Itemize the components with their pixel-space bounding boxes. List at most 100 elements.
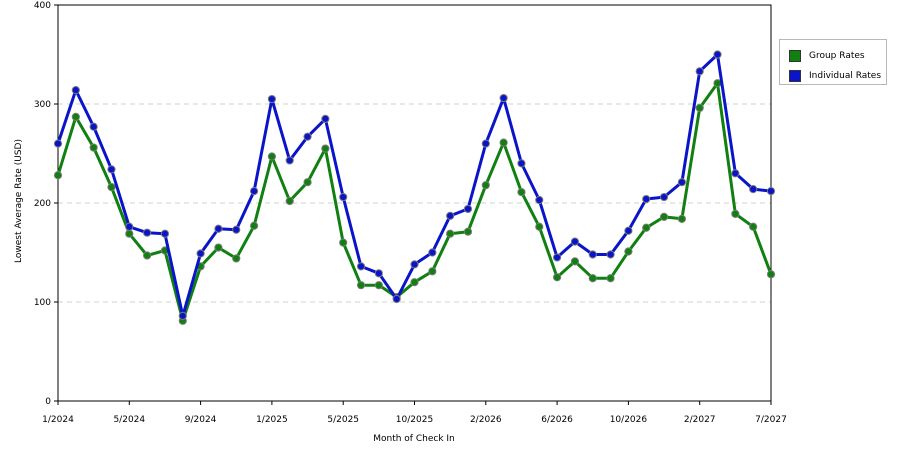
data-point[interactable] xyxy=(392,294,401,304)
data-point[interactable] xyxy=(107,183,116,192)
series-individual-rates xyxy=(53,50,776,320)
data-point[interactable] xyxy=(446,229,455,238)
x-tick-label: 1/2025 xyxy=(256,415,288,425)
data-point[interactable] xyxy=(535,195,544,205)
data-point[interactable] xyxy=(570,257,580,266)
data-point[interactable] xyxy=(463,227,473,236)
data-point[interactable] xyxy=(160,229,170,238)
data-point[interactable] xyxy=(125,229,134,238)
x-tick-label: 7/2027 xyxy=(755,415,787,425)
legend-item-group: Group Rates xyxy=(789,46,886,66)
data-point[interactable] xyxy=(499,93,508,103)
data-point[interactable] xyxy=(249,187,259,196)
data-point[interactable] xyxy=(517,188,526,197)
data-point[interactable] xyxy=(588,274,597,283)
data-point[interactable] xyxy=(731,209,740,218)
legend-label-group: Group Rates xyxy=(809,51,865,61)
data-point[interactable] xyxy=(766,187,776,196)
series-line xyxy=(56,53,772,318)
data-point[interactable] xyxy=(410,260,419,269)
data-point[interactable] xyxy=(303,132,312,141)
data-point[interactable] xyxy=(178,311,187,320)
data-point[interactable] xyxy=(713,50,722,59)
data-point[interactable] xyxy=(89,143,98,152)
y-tick-label: 0 xyxy=(45,397,51,407)
series-group-rates xyxy=(53,79,776,325)
data-point[interactable] xyxy=(553,253,562,262)
data-point[interactable] xyxy=(659,192,669,202)
x-tick-label: 2/2026 xyxy=(470,415,502,425)
data-point[interactable] xyxy=(339,238,348,247)
data-point[interactable] xyxy=(71,112,80,121)
data-point[interactable] xyxy=(428,267,437,276)
y-tick-label: 100 xyxy=(34,298,51,308)
data-point[interactable] xyxy=(731,169,740,178)
data-point[interactable] xyxy=(53,171,63,180)
data-point[interactable] xyxy=(428,248,437,257)
legend-label-individual: Individual Rates xyxy=(809,71,882,81)
data-point[interactable] xyxy=(749,222,758,231)
data-point[interactable] xyxy=(214,224,223,233)
data-point[interactable] xyxy=(659,212,669,221)
y-axis-title: Lowest Average Rate (USD) xyxy=(14,139,24,263)
data-point[interactable] xyxy=(339,192,348,202)
data-point[interactable] xyxy=(463,204,473,214)
data-point[interactable] xyxy=(125,222,134,231)
data-point[interactable] xyxy=(285,156,294,165)
data-point[interactable] xyxy=(267,152,276,161)
x-tick-label: 9/2024 xyxy=(185,415,217,425)
data-point[interactable] xyxy=(107,165,116,174)
legend-swatch-group xyxy=(789,50,801,62)
data-point[interactable] xyxy=(642,194,651,204)
data-point[interactable] xyxy=(481,181,490,190)
data-point[interactable] xyxy=(374,281,383,290)
data-point[interactable] xyxy=(624,226,633,235)
data-point[interactable] xyxy=(232,225,241,234)
data-point[interactable] xyxy=(71,86,80,95)
legend: Group Rates Individual Rates xyxy=(779,39,887,85)
x-tick-label: 5/2025 xyxy=(327,415,359,425)
data-point[interactable] xyxy=(517,159,526,168)
data-point[interactable] xyxy=(321,114,330,123)
x-tick-label: 5/2024 xyxy=(113,415,145,425)
data-point[interactable] xyxy=(214,243,223,252)
y-axis-ticks: 0 100 200 300 400 xyxy=(34,1,58,407)
data-point[interactable] xyxy=(446,211,455,220)
data-point[interactable] xyxy=(499,138,508,147)
data-point[interactable] xyxy=(553,273,562,282)
data-point[interactable] xyxy=(267,94,276,104)
y-tick-label: 200 xyxy=(34,199,51,209)
data-point[interactable] xyxy=(695,67,704,76)
data-point[interactable] xyxy=(535,222,544,231)
data-point[interactable] xyxy=(481,139,490,148)
data-point[interactable] xyxy=(356,281,366,290)
data-point[interactable] xyxy=(695,103,704,113)
data-point[interactable] xyxy=(285,196,294,206)
data-point[interactable] xyxy=(642,223,651,232)
data-point[interactable] xyxy=(249,221,259,230)
data-point[interactable] xyxy=(588,250,597,259)
data-point[interactable] xyxy=(677,214,686,223)
data-point[interactable] xyxy=(196,249,205,258)
data-point[interactable] xyxy=(53,139,63,148)
data-point[interactable] xyxy=(143,228,152,237)
data-point[interactable] xyxy=(232,254,241,263)
data-point[interactable] xyxy=(606,274,615,283)
series-layer xyxy=(53,50,776,325)
data-point[interactable] xyxy=(624,247,633,256)
x-tick-label: 10/2025 xyxy=(396,415,433,425)
data-point[interactable] xyxy=(356,262,366,271)
data-point[interactable] xyxy=(303,178,312,187)
gridlines xyxy=(58,103,771,303)
data-point[interactable] xyxy=(410,278,419,287)
data-point[interactable] xyxy=(749,185,758,194)
data-point[interactable] xyxy=(89,122,98,131)
data-point[interactable] xyxy=(677,178,686,187)
data-point[interactable] xyxy=(606,250,615,259)
data-point[interactable] xyxy=(143,251,152,260)
data-point[interactable] xyxy=(570,237,580,246)
data-point[interactable] xyxy=(374,269,383,278)
data-point[interactable] xyxy=(766,270,776,279)
data-point[interactable] xyxy=(321,144,330,153)
